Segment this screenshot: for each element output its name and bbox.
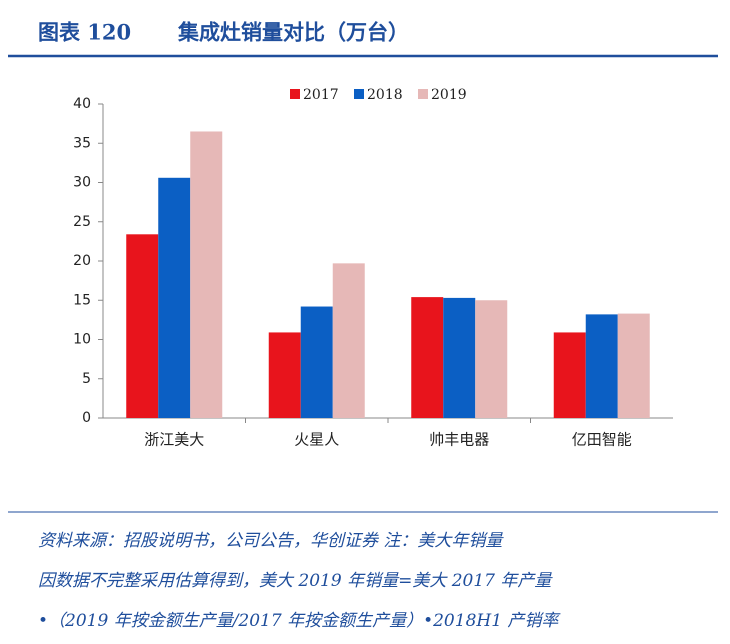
legend-label: 2019	[431, 87, 467, 103]
x-tick-label: 火星人	[294, 431, 339, 449]
legend-label: 2017	[303, 87, 339, 103]
y-tick-label: 40	[73, 96, 91, 112]
bar	[158, 177, 191, 418]
y-tick-label: 20	[73, 253, 91, 269]
source-line: 因数据不完整采用估算得到，美大 2019 年销量=美大 2017 年产量	[38, 571, 552, 591]
bar	[553, 332, 586, 418]
y-tick-label: 35	[73, 135, 91, 151]
figure-label: 图表 120	[38, 20, 131, 45]
y-tick-label: 25	[73, 214, 91, 230]
x-tick-label: 亿田智能	[572, 431, 632, 449]
x-tick-label: 浙江美大	[144, 431, 204, 449]
legend-swatch	[354, 89, 364, 99]
x-tick-label: 帅丰电器	[429, 431, 489, 449]
y-tick-label: 0	[82, 410, 91, 426]
bar	[411, 297, 444, 418]
y-tick-label: 15	[73, 292, 91, 308]
bar	[190, 131, 223, 418]
bar	[268, 332, 301, 418]
legend-label: 2018	[367, 87, 403, 103]
bar	[300, 306, 333, 418]
legend-swatch	[418, 89, 428, 99]
bar	[585, 314, 618, 418]
source-line: 资料来源：招股说明书，公司公告，华创证券 注：美大年销量	[38, 531, 503, 551]
bar	[332, 263, 365, 418]
bar	[617, 313, 650, 418]
y-tick-label: 30	[73, 175, 91, 191]
bar	[475, 300, 508, 418]
y-tick-label: 5	[82, 371, 91, 387]
legend-swatch	[290, 89, 300, 99]
bar	[443, 297, 476, 418]
source-line: •（2019 年按金额生产量/2017 年按金额生产量）•2018H1 产销率	[38, 611, 559, 631]
chart-title: 集成灶销量对比（万台）	[177, 20, 409, 45]
bar	[126, 234, 159, 418]
y-tick-label: 10	[73, 332, 91, 348]
